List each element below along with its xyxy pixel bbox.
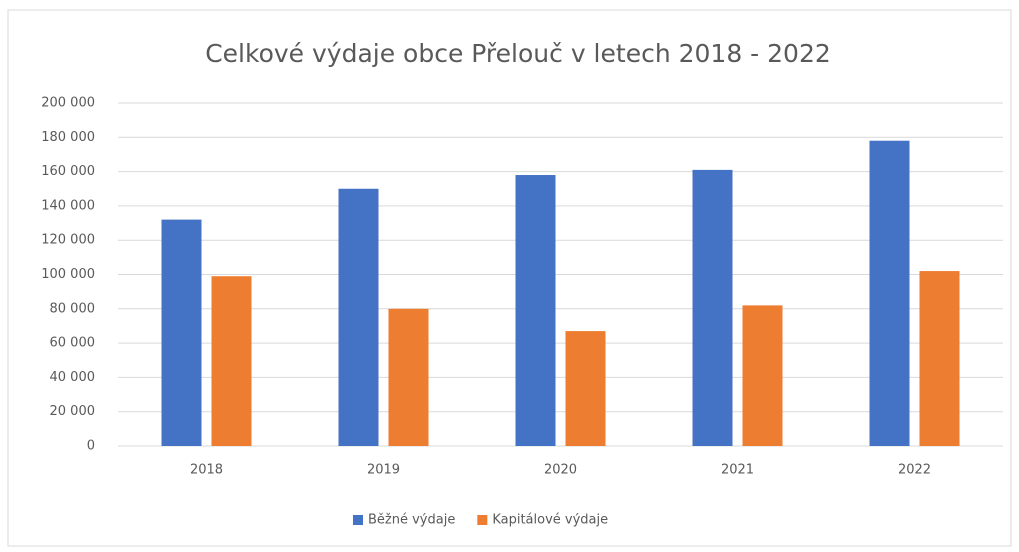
bar — [211, 276, 252, 446]
bar — [742, 305, 783, 446]
y-tick-label: 40 000 — [50, 370, 96, 385]
x-tick-label: 2019 — [367, 463, 400, 478]
y-tick-label: 180 000 — [41, 130, 95, 145]
bar — [692, 169, 733, 446]
chart-border — [7, 9, 1012, 547]
y-tick-label: 160 000 — [41, 164, 95, 179]
bar — [338, 188, 379, 446]
bar — [919, 271, 960, 446]
bar — [388, 308, 429, 446]
y-tick-label: 120 000 — [41, 233, 95, 248]
x-tick-label: 2022 — [898, 463, 931, 478]
y-tick-label: 200 000 — [41, 96, 95, 111]
legend-label: Kapitálové výdaje — [492, 513, 608, 528]
y-tick-label: 100 000 — [41, 267, 95, 282]
legend-swatch — [353, 515, 363, 525]
y-tick-label: 80 000 — [50, 301, 96, 316]
y-tick-label: 20 000 — [50, 404, 96, 419]
bar — [565, 331, 606, 446]
y-tick-label: 140 000 — [41, 198, 95, 213]
bar — [161, 219, 202, 446]
x-tick-label: 2021 — [721, 463, 754, 478]
x-tick-label: 2020 — [544, 463, 577, 478]
y-tick-label: 60 000 — [50, 336, 96, 351]
legend-swatch — [477, 515, 488, 525]
chart-title: Celkové výdaje obce Přelouč v letech 201… — [205, 39, 831, 68]
bar — [515, 175, 556, 446]
y-tick-label: 0 — [87, 439, 95, 454]
legend-label: Běžné výdaje — [368, 513, 455, 528]
x-tick-label: 2018 — [190, 463, 223, 478]
bar — [869, 140, 910, 447]
